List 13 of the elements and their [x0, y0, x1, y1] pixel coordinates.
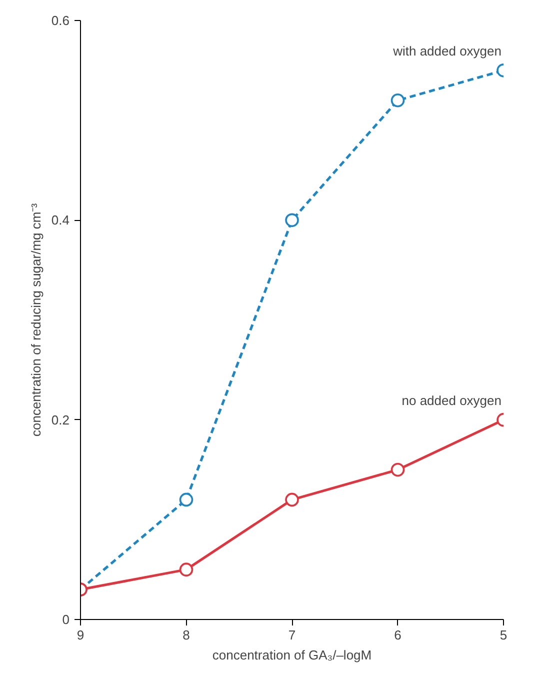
x-tick-label: 9 [76, 628, 84, 642]
series-label: no added oxygen [402, 392, 502, 408]
x-tick-label: 7 [288, 628, 296, 642]
y-tick-label: 0.4 [51, 212, 70, 228]
y-tick-label: 0.6 [51, 13, 70, 28]
x-axis-title: concentration of GA₃/–logM [212, 648, 372, 662]
x-tick-label: 6 [394, 628, 402, 642]
x-tick-label: 5 [500, 628, 508, 642]
y-tick-label: 0.2 [51, 412, 70, 428]
series-label: with added oxygen [392, 43, 502, 58]
y-axis-title: concentration of reducing sugar/mg cm⁻³ [28, 202, 44, 437]
y-tick-label: 0 [62, 612, 70, 627]
x-tick-label: 8 [182, 628, 190, 642]
